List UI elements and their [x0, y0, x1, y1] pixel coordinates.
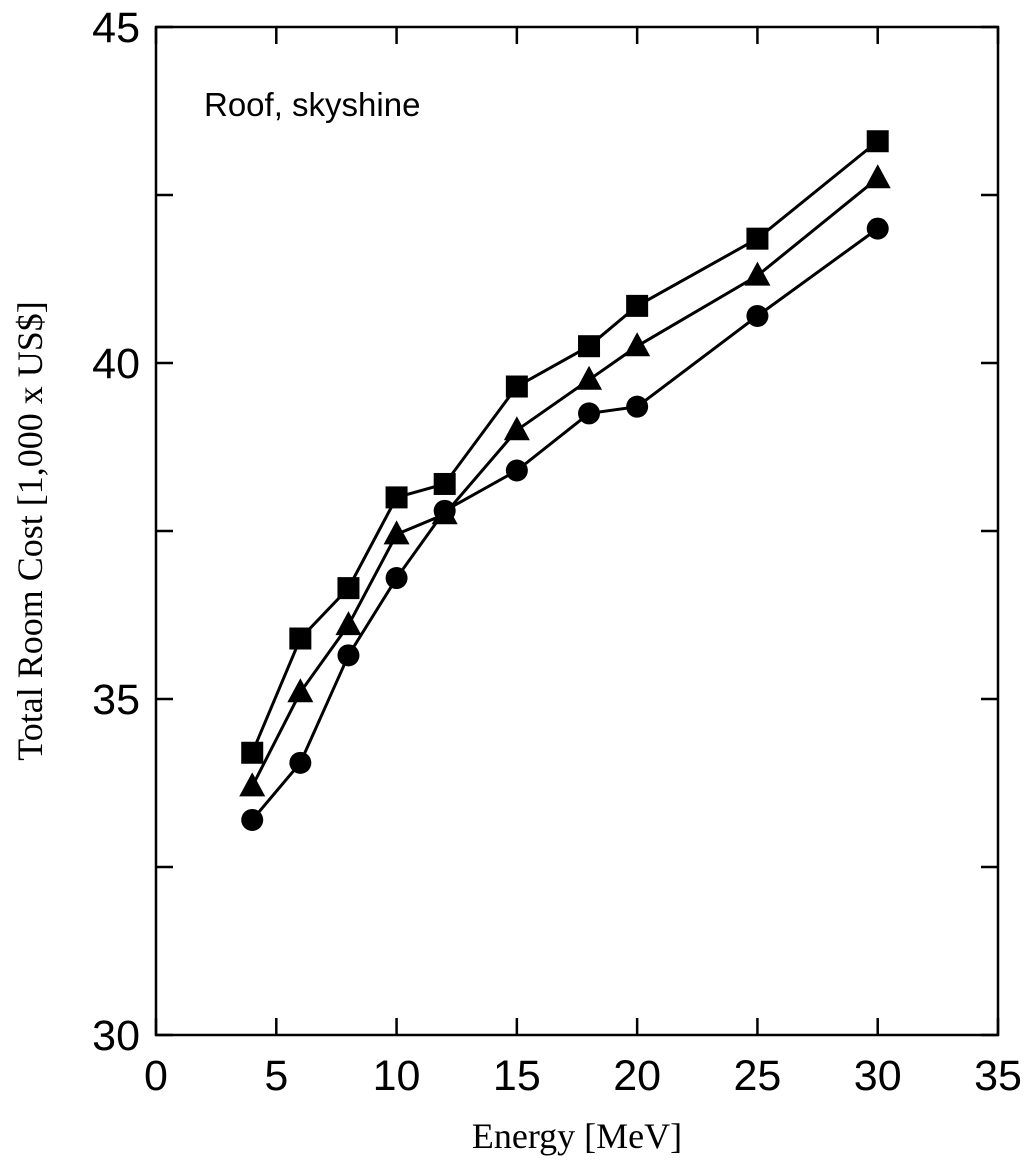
square-marker: [626, 294, 649, 317]
triangle-marker: [239, 772, 266, 797]
circle-marker: [626, 395, 649, 418]
axis-ticks: [154, 25, 1000, 1037]
circle-marker: [433, 499, 456, 522]
y-tick-label: 35: [92, 676, 140, 724]
circle-marker: [746, 304, 769, 327]
series-line-circle: [251, 227, 879, 821]
data-series: [239, 130, 891, 831]
square-marker: [505, 375, 528, 398]
x-tick-label: 15: [493, 1052, 541, 1100]
circle-marker: [505, 459, 528, 482]
x-tick-label: 10: [373, 1052, 421, 1100]
circle-marker: [241, 808, 264, 831]
square-marker: [241, 741, 264, 764]
x-tick-label: 5: [264, 1052, 288, 1100]
y-axis-title: Total Room Cost [1,000 x US$]: [10, 301, 50, 761]
circle-marker: [289, 751, 312, 774]
square-marker: [433, 472, 456, 495]
square-marker: [866, 130, 889, 153]
circle-marker: [337, 644, 360, 667]
x-axis-title: Energy [MeV]: [472, 1116, 682, 1156]
square-marker: [337, 577, 360, 600]
y-tick-label: 30: [92, 1012, 140, 1060]
circle-marker: [385, 567, 408, 590]
triangle-marker: [335, 611, 362, 636]
triangle-marker: [624, 332, 651, 357]
y-tick-label: 40: [92, 340, 140, 388]
triangle-marker: [383, 520, 410, 545]
square-marker: [746, 227, 769, 250]
x-tick-label: 20: [613, 1052, 661, 1100]
triangle-marker: [576, 365, 603, 390]
x-tick-label: 35: [974, 1052, 1022, 1100]
circle-marker: [866, 217, 889, 240]
series-line-square: [250, 140, 879, 754]
tick-labels: 0 5 10 15 20 25 30 35 30 35 40 45: [92, 4, 1022, 1100]
x-tick-label: 0: [144, 1052, 168, 1100]
triangle-marker: [287, 678, 314, 703]
triangle-marker: [864, 164, 891, 189]
annotation-label: Roof, skyshine: [204, 86, 420, 123]
triangle-marker: [744, 261, 771, 286]
x-tick-label: 30: [854, 1052, 902, 1100]
square-marker: [385, 486, 408, 509]
square-marker: [289, 627, 312, 650]
series-line-triangle: [250, 177, 879, 788]
y-tick-label: 45: [92, 4, 140, 52]
square-marker: [578, 335, 601, 358]
x-tick-label: 25: [734, 1052, 782, 1100]
triangle-marker: [503, 416, 530, 441]
circle-marker: [578, 402, 601, 425]
